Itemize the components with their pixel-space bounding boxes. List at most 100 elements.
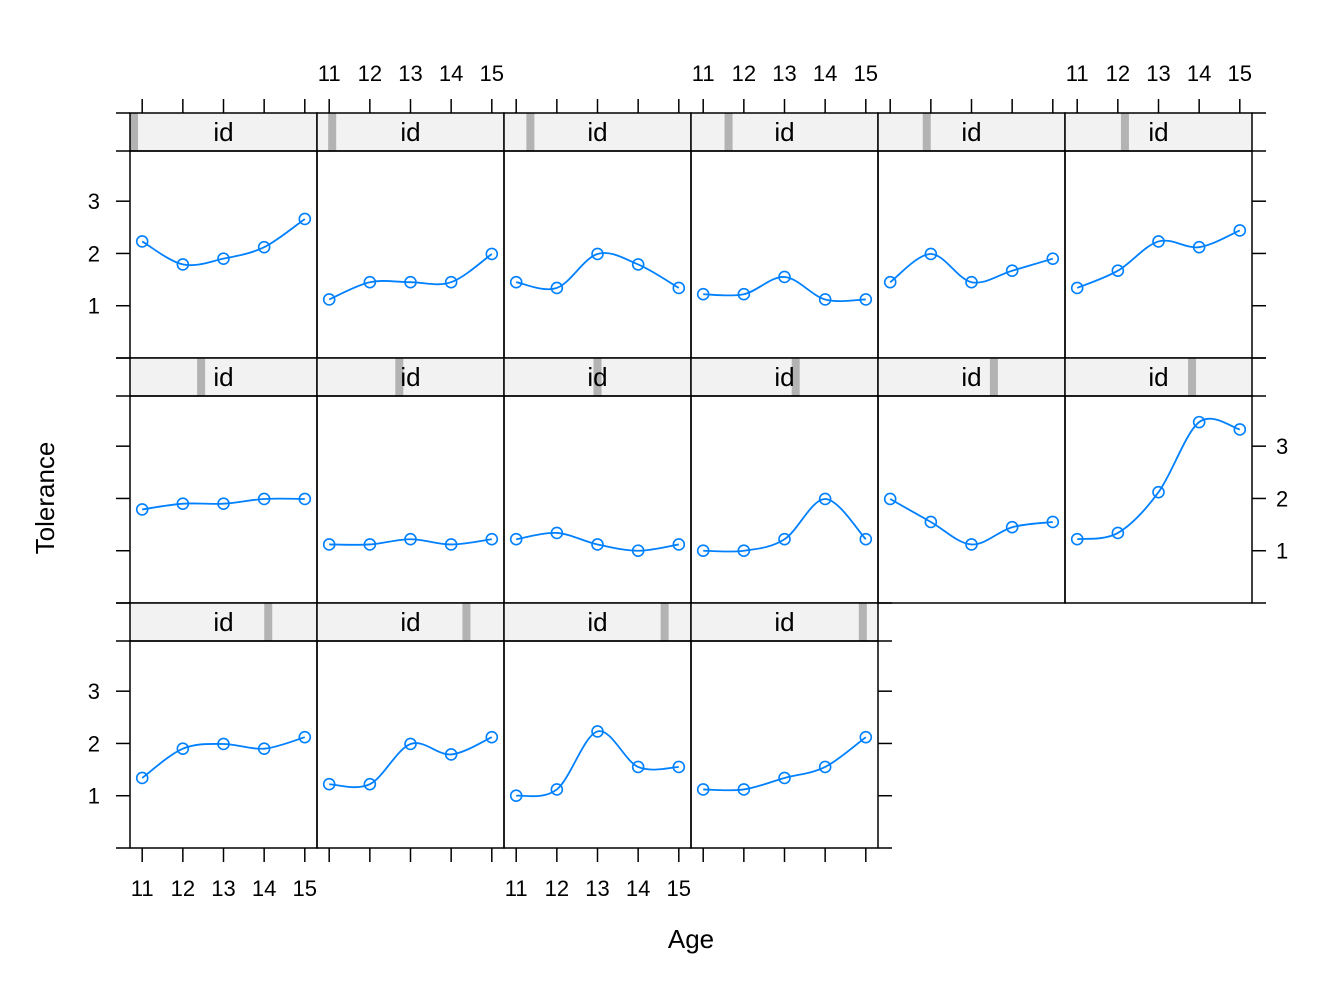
strip-label: id — [400, 607, 420, 637]
strip-background — [691, 113, 878, 151]
data-point-12 — [737, 544, 751, 558]
strip-background — [691, 358, 878, 396]
series-line — [329, 538, 492, 546]
y-axis-right-row-2: 1 2 3 — [1252, 357, 1288, 604]
series-line — [516, 532, 679, 552]
data-point-13 — [965, 538, 978, 551]
y-axis-right-row-3 — [878, 602, 892, 849]
data-point-12 — [363, 777, 377, 791]
x-tick-label: 12 — [171, 876, 195, 901]
data-point-14 — [257, 240, 271, 254]
x-axis-top-col-3 — [515, 99, 680, 113]
data-point-13 — [965, 275, 978, 289]
y-axis-right-row-1 — [1252, 112, 1266, 359]
strip-level-marker — [1120, 113, 1129, 151]
panel-border — [1064, 395, 1253, 604]
series-line — [1076, 229, 1241, 289]
panel-border — [877, 150, 1066, 359]
strip-level-marker — [264, 603, 273, 641]
series-line — [1077, 417, 1241, 541]
strip-level-marker — [660, 603, 669, 641]
y-tick-label: 2 — [88, 731, 100, 756]
panel-15: id — [503, 602, 692, 849]
strip-background — [317, 113, 504, 151]
x-axis-bottom-col-1: 11 12 13 14 15 — [131, 848, 317, 901]
panel-13: id — [129, 602, 318, 849]
strip-background — [130, 113, 317, 151]
series-line — [703, 498, 867, 553]
x-tick-label: 11 — [1066, 61, 1089, 86]
strip-level-marker — [922, 113, 931, 151]
strip-level-marker — [791, 358, 800, 396]
x-tick-label: 14 — [626, 876, 650, 901]
x-tick-label: 15 — [293, 876, 317, 901]
data-point-14 — [257, 492, 271, 506]
data-point-14 — [1192, 415, 1206, 429]
series-line — [516, 252, 680, 291]
strip-label: id — [774, 607, 794, 637]
panel-3: id — [503, 112, 692, 359]
data-point-15 — [485, 247, 499, 261]
data-point-11 — [135, 503, 149, 516]
x-tick-label: 15 — [1228, 61, 1252, 86]
data-point-15 — [672, 760, 686, 774]
y-tick-label: 3 — [88, 189, 100, 214]
panel-9: id — [503, 357, 692, 604]
x-tick-label: 11 — [318, 61, 341, 86]
data-point-13 — [404, 275, 417, 289]
data-point-12 — [924, 515, 938, 529]
y-axis-left-row-1: 1 2 3 — [88, 112, 130, 359]
data-point-12 — [1111, 264, 1125, 278]
data-point-11 — [1070, 281, 1084, 295]
series-line — [889, 498, 1053, 546]
data-point-15 — [1233, 224, 1247, 237]
y-axis-left-row-2 — [116, 357, 130, 604]
strip-background — [317, 358, 504, 396]
data-point-14 — [818, 492, 832, 506]
panel-7: id — [129, 357, 318, 604]
data-point-13 — [1152, 235, 1165, 248]
x-tick-label: 13 — [398, 61, 422, 86]
strip-background — [130, 358, 317, 396]
data-point-11 — [696, 783, 710, 796]
data-point-11 — [509, 532, 523, 546]
strip-label: id — [213, 117, 233, 147]
strip-label: id — [213, 607, 233, 637]
data-point-12 — [550, 281, 564, 295]
y-tick-label: 3 — [88, 679, 100, 704]
data-point-13 — [217, 252, 230, 265]
data-point-15 — [672, 538, 686, 551]
x-tick-label: 15 — [854, 61, 878, 86]
panel-border — [690, 640, 879, 849]
panel-8: id — [316, 357, 505, 604]
x-tick-label: 13 — [772, 61, 796, 86]
series-line — [516, 730, 679, 798]
data-point-13 — [591, 247, 604, 261]
panel-11: id — [877, 357, 1066, 604]
strip-background — [317, 603, 504, 641]
data-point-11 — [135, 235, 149, 248]
strip-label: id — [213, 362, 233, 392]
panel-border — [503, 640, 692, 849]
series-line — [703, 736, 867, 792]
series-line — [703, 276, 866, 302]
panel-border — [1064, 150, 1253, 359]
data-point-15 — [485, 532, 499, 546]
strip-label: id — [400, 117, 420, 147]
x-axis-top-col-2: 11 12 13 14 15 — [318, 61, 504, 113]
x-axis-bottom-col-2 — [328, 848, 493, 862]
strip-background — [691, 603, 878, 641]
data-point-14 — [444, 748, 458, 761]
series-line — [141, 736, 306, 779]
strip-level-marker — [724, 113, 733, 151]
x-tick-label: 14 — [1187, 61, 1211, 86]
series-line — [141, 218, 306, 267]
panel-border — [690, 150, 879, 359]
strip-level-marker — [1188, 358, 1197, 396]
data-point-14 — [1005, 520, 1019, 534]
strip-label: id — [961, 362, 981, 392]
data-point-11 — [883, 275, 897, 289]
data-point-14 — [818, 760, 832, 774]
panels-layer: id id id id id id id id id id id id id id id id — [129, 112, 1253, 849]
